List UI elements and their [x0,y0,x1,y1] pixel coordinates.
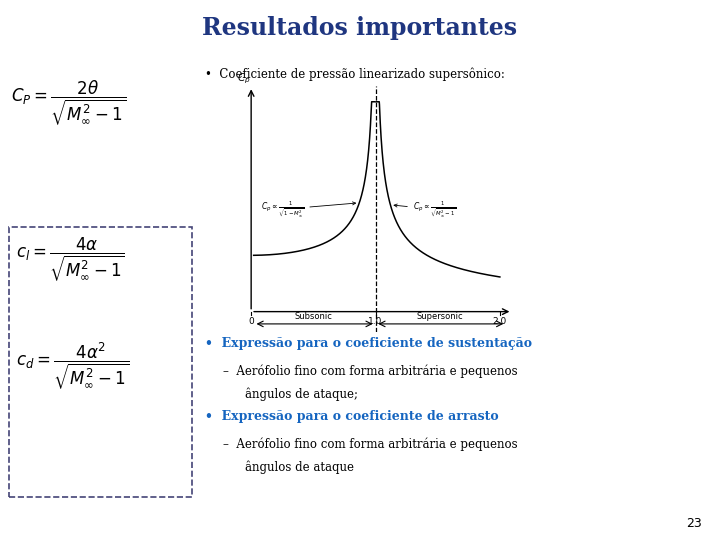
Text: $C_p$: $C_p$ [237,72,251,86]
Text: $c_l = \dfrac{4\alpha}{\sqrt{M_\infty^2 - 1}}$: $c_l = \dfrac{4\alpha}{\sqrt{M_\infty^2 … [16,235,125,283]
Text: Supersonic: Supersonic [417,312,464,321]
Text: Subsonic: Subsonic [294,312,332,321]
Text: 1.0: 1.0 [369,317,383,326]
Text: $C_P = \dfrac{2\theta}{\sqrt{M_\infty^2 - 1}}$: $C_P = \dfrac{2\theta}{\sqrt{M_\infty^2 … [11,78,126,127]
Text: •  Expressão para o coeficiente de arrasto: • Expressão para o coeficiente de arrast… [205,410,499,423]
Text: $c_d = \dfrac{4\alpha^2}{\sqrt{M_\infty^2 - 1}}$: $c_d = \dfrac{4\alpha^2}{\sqrt{M_\infty^… [16,340,129,391]
Text: –  Aerófolio fino com forma arbitrária e pequenos: – Aerófolio fino com forma arbitrária e … [223,364,518,378]
Text: –  Aerófolio fino com forma arbitrária e pequenos: – Aerófolio fino com forma arbitrária e … [223,437,518,451]
Text: ângulos de ataque;: ângulos de ataque; [245,387,358,401]
Text: $C_p \propto \frac{1}{\sqrt{M_{\infty}^2-1}}$: $C_p \propto \frac{1}{\sqrt{M_{\infty}^2… [394,199,456,219]
Text: ângulos de ataque: ângulos de ataque [245,460,354,474]
Text: $C_p \propto \frac{1}{\sqrt{1-M_{\infty}^2}}$: $C_p \propto \frac{1}{\sqrt{1-M_{\infty}… [261,199,356,219]
Text: 2.0: 2.0 [492,317,507,326]
Text: 0: 0 [248,317,254,326]
Text: •  Coeficiente de pressão linearizado supersônico:: • Coeficiente de pressão linearizado sup… [205,68,505,81]
Text: Resultados importantes: Resultados importantes [202,16,518,40]
Text: •  Expressão para o coeficiente de sustentação: • Expressão para o coeficiente de susten… [205,338,532,350]
Text: 23: 23 [686,517,702,530]
Bar [9,227,192,497]
